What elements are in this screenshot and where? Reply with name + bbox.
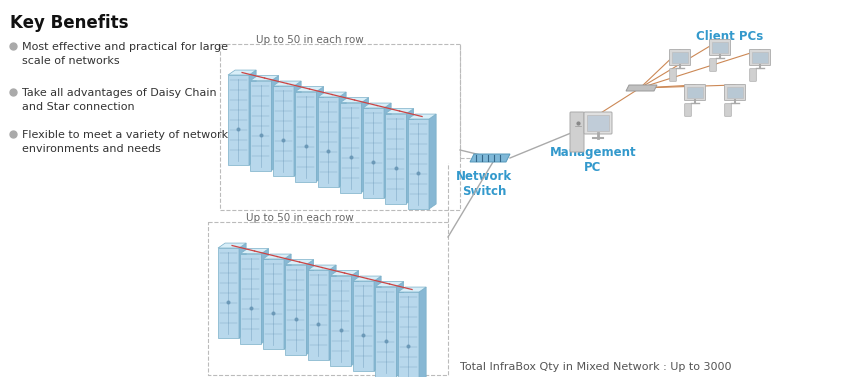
FancyBboxPatch shape [584,112,612,134]
Text: Up to 50 in each row: Up to 50 in each row [246,213,354,223]
Polygon shape [316,87,324,181]
FancyBboxPatch shape [587,115,609,131]
Polygon shape [228,75,249,165]
Polygon shape [361,98,369,193]
Polygon shape [408,114,436,119]
Polygon shape [273,86,294,176]
Polygon shape [251,81,271,170]
FancyBboxPatch shape [670,69,677,81]
Polygon shape [249,70,256,165]
Polygon shape [273,81,301,86]
Polygon shape [352,271,359,365]
Polygon shape [353,281,374,371]
Polygon shape [296,87,324,92]
Polygon shape [286,259,314,265]
Polygon shape [341,103,361,193]
Polygon shape [429,114,436,209]
Polygon shape [363,103,391,108]
FancyBboxPatch shape [750,49,770,66]
Polygon shape [294,81,301,176]
FancyBboxPatch shape [727,87,743,98]
FancyBboxPatch shape [712,42,728,53]
Polygon shape [307,259,314,354]
FancyBboxPatch shape [687,87,703,98]
Polygon shape [251,75,279,81]
Text: Most effective and practical for large
scale of networks: Most effective and practical for large s… [22,42,228,66]
Polygon shape [218,243,246,248]
Polygon shape [331,271,359,276]
Polygon shape [329,265,336,360]
Text: Up to 50 in each row: Up to 50 in each row [256,35,364,45]
Polygon shape [384,103,391,198]
Polygon shape [308,270,329,360]
Polygon shape [408,119,429,209]
FancyBboxPatch shape [710,40,730,55]
Polygon shape [339,92,346,187]
Text: Network
Switch: Network Switch [456,170,512,198]
Text: Total InfraBox Qty in Mixed Network : Up to 3000: Total InfraBox Qty in Mixed Network : Up… [460,362,732,372]
Polygon shape [228,70,256,75]
FancyBboxPatch shape [752,52,768,63]
Polygon shape [419,287,426,377]
Text: Client PCs: Client PCs [696,30,763,43]
Polygon shape [341,98,369,103]
Polygon shape [241,253,262,343]
Polygon shape [271,75,279,170]
Polygon shape [263,259,284,349]
Polygon shape [363,108,384,198]
FancyBboxPatch shape [685,104,691,116]
Polygon shape [626,85,657,91]
Polygon shape [470,154,510,162]
Polygon shape [263,254,292,259]
Polygon shape [239,243,246,338]
Text: Key Benefits: Key Benefits [10,14,128,32]
Polygon shape [353,276,381,281]
Text: Management
PC: Management PC [550,146,637,174]
Polygon shape [406,109,414,204]
FancyBboxPatch shape [672,52,688,63]
Polygon shape [386,113,406,204]
Polygon shape [296,92,316,181]
FancyBboxPatch shape [670,49,690,66]
FancyBboxPatch shape [710,59,717,71]
Polygon shape [318,97,339,187]
Polygon shape [286,265,307,354]
Text: Flexible to meet a variety of network
environments and needs: Flexible to meet a variety of network en… [22,130,228,153]
FancyBboxPatch shape [724,84,745,101]
Polygon shape [376,287,396,377]
Polygon shape [218,248,239,338]
Polygon shape [241,248,269,253]
Polygon shape [374,276,381,371]
FancyBboxPatch shape [750,69,756,81]
Polygon shape [376,282,404,287]
Polygon shape [386,109,414,113]
Polygon shape [396,282,404,377]
Polygon shape [398,292,419,377]
Text: Take all advantages of Daisy Chain
and Star connection: Take all advantages of Daisy Chain and S… [22,88,217,112]
Polygon shape [262,248,269,343]
Polygon shape [331,276,352,365]
FancyBboxPatch shape [684,84,705,101]
Polygon shape [318,92,346,97]
Polygon shape [308,265,336,270]
Polygon shape [284,254,292,349]
FancyBboxPatch shape [570,112,584,152]
Polygon shape [398,287,426,292]
FancyBboxPatch shape [725,104,731,116]
